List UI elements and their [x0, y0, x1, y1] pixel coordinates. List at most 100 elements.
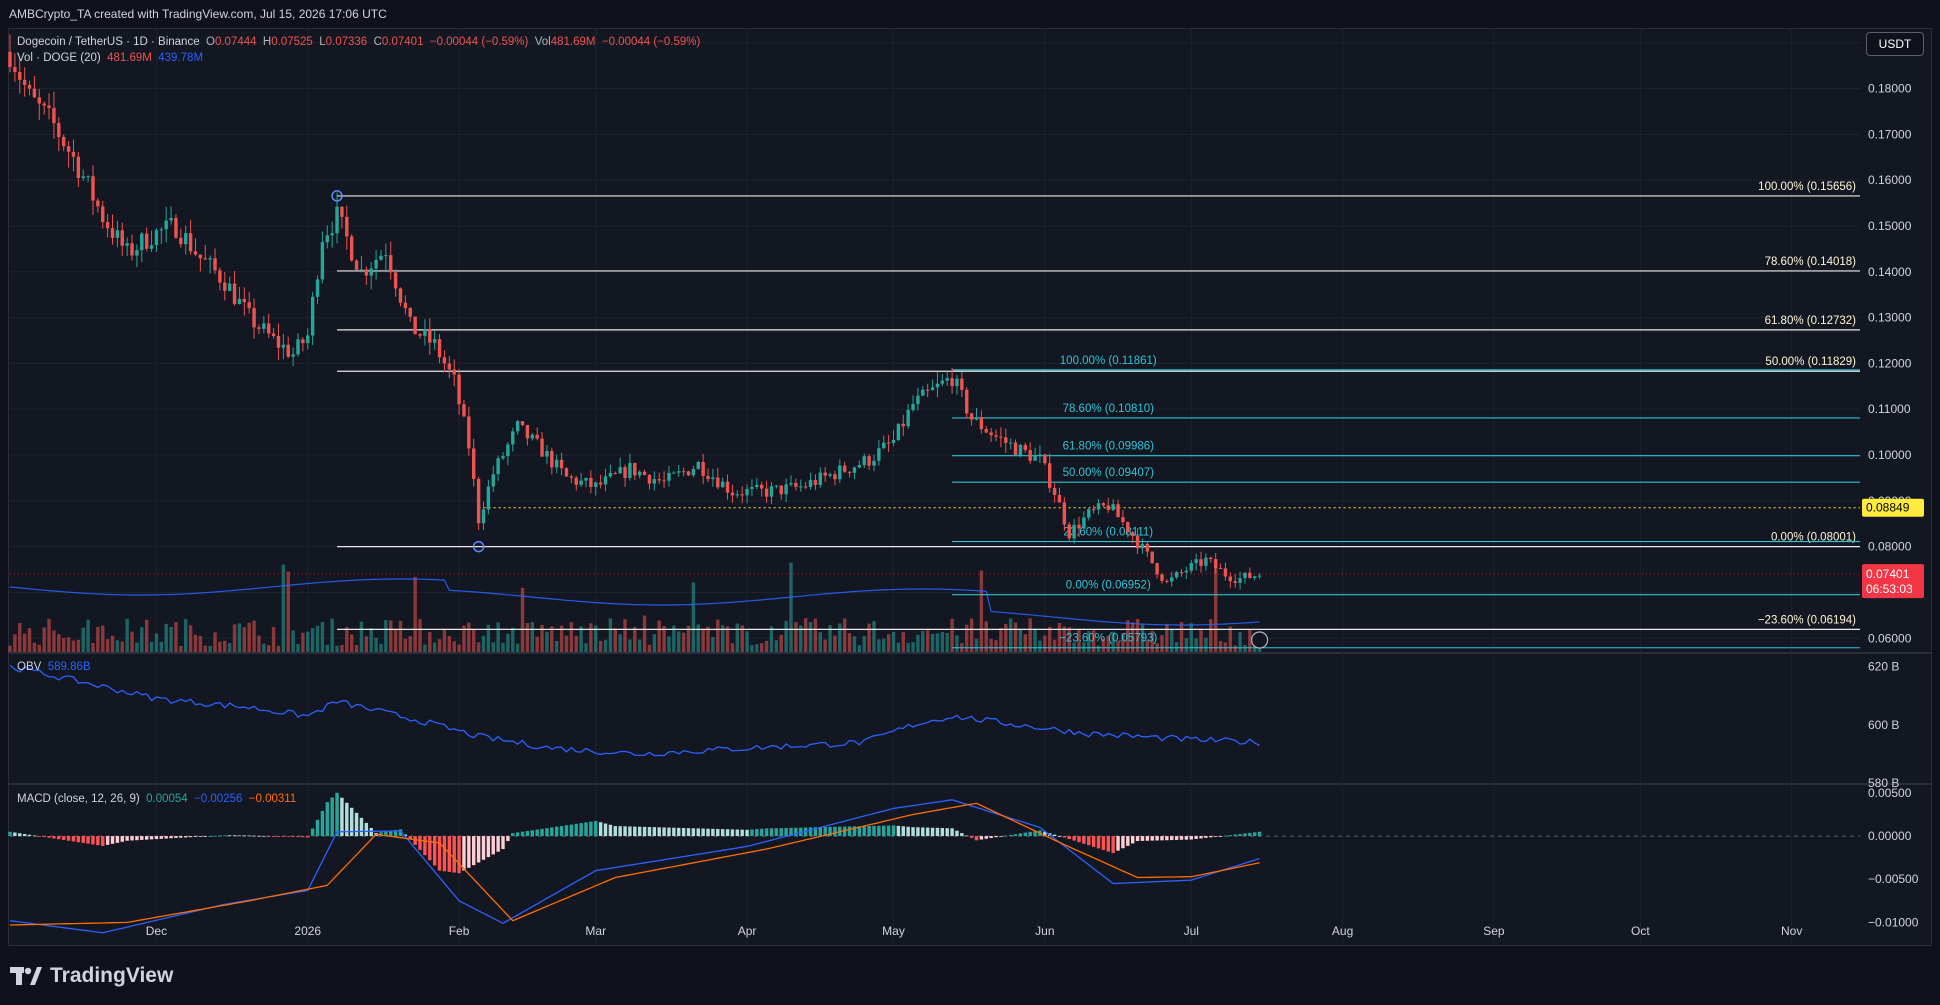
volume-legend: Vol · DOGE (20) 481.69M 439.78M [17, 52, 203, 64]
macd-histogram-bar [911, 827, 915, 837]
volume-bar [1023, 634, 1028, 652]
candle-body [1140, 543, 1145, 549]
volume-bar [301, 632, 305, 652]
tradingview-logo[interactable]: TradingView [10, 964, 173, 988]
symbol-name[interactable]: Dogecoin / TetherUS · 1D · Binance [17, 36, 200, 48]
candle-body [262, 323, 266, 329]
axes: 0.190000.180000.170000.160000.150000.140… [10, 36, 1924, 938]
candle-body [735, 494, 740, 496]
candle-body [965, 389, 969, 414]
volume-bar [1189, 623, 1193, 652]
macd-histogram-bar [1077, 836, 1081, 843]
macd-histogram-bar [701, 828, 705, 837]
candle-body [149, 245, 154, 249]
macd-signal-value: −0.00311 [248, 793, 297, 805]
volume-bar [1052, 639, 1057, 652]
volume-bar [310, 628, 315, 652]
obv-label[interactable]: OBV [17, 661, 42, 673]
fib-level-label: 100.00% (0.11861) [1060, 355, 1157, 367]
candle-body [354, 260, 359, 270]
time-tick-label: Dec [146, 924, 167, 938]
volume-bar [603, 639, 608, 652]
candle-body [1218, 567, 1223, 569]
candle-body [135, 250, 139, 256]
candle-body [823, 472, 827, 476]
price-tick-label: 0.18000 [1868, 82, 1912, 96]
chart-frame[interactable] [8, 28, 1932, 946]
candle-body [1028, 450, 1032, 461]
volume-bar [1028, 618, 1032, 652]
volume-bar [950, 618, 954, 652]
macd-histogram-bar [223, 835, 227, 837]
candle-body [1253, 576, 1257, 579]
volume-bar [418, 619, 422, 652]
macd-histogram-bar [794, 827, 798, 837]
candle-body [852, 467, 857, 473]
candle-body [1194, 559, 1198, 563]
macd-histogram-bar [725, 829, 730, 837]
macd-signal-line [9, 802, 1260, 926]
macd-histogram-bar [940, 828, 945, 837]
macd-histogram-bar [154, 836, 159, 840]
volume-bar [462, 625, 466, 652]
candle-body [18, 71, 22, 80]
volume-bar [335, 645, 339, 652]
macd-histogram-bar [882, 825, 886, 837]
candle-body [921, 389, 925, 396]
macd-histogram-bar [96, 836, 100, 846]
candle-body [530, 434, 535, 439]
candle-body [955, 378, 959, 387]
candle-body [315, 279, 320, 297]
candle-body [784, 484, 788, 495]
vol-indicator-name[interactable]: Vol · DOGE (20) [17, 52, 101, 64]
vol-last: 481.69M [107, 52, 152, 64]
volume-bar [247, 622, 251, 652]
candle-body [110, 228, 115, 238]
macd-histogram-bar [906, 826, 910, 837]
candle-body [252, 308, 256, 328]
candle-body [833, 474, 837, 480]
volume-bar [564, 635, 569, 652]
vol-value: 481.69M [550, 36, 596, 48]
candle-body [691, 469, 696, 476]
candle-body [130, 243, 134, 256]
volume-bar [779, 634, 783, 652]
volume-bar [257, 635, 261, 652]
currency-button[interactable]: USDT [1866, 32, 1924, 56]
volume-bar [886, 634, 891, 652]
volume-bar [203, 645, 207, 652]
chart-canvas[interactable]: 100.00% (0.15656) 78.60% (0.14018) 61.80% … [0, 0, 1940, 946]
volume-bar [1194, 638, 1198, 652]
macd-histogram-bar [550, 827, 554, 837]
volume-bar [818, 632, 822, 652]
volume-bar [52, 630, 56, 652]
candle-body [886, 442, 891, 444]
volume-bar [506, 633, 510, 652]
macd-histogram-bar [149, 836, 154, 840]
candle-body [901, 423, 905, 427]
macd-histogram-bar [750, 829, 754, 837]
macd-histogram-bar [169, 836, 173, 839]
candle-body [198, 254, 203, 259]
macd-histogram-bar [1174, 836, 1179, 840]
volume-bar [330, 618, 334, 652]
candle-body [13, 66, 17, 72]
candle-body [842, 465, 847, 472]
macd-histogram-bar [330, 797, 334, 837]
macd-histogram-bar [266, 836, 271, 837]
macd-histogram-bar [706, 828, 710, 837]
volume-bar [22, 633, 27, 652]
macd-histogram-bar [1004, 835, 1008, 837]
volume-bar [1013, 622, 1018, 652]
volume-bar [784, 620, 788, 652]
candle-body [857, 465, 862, 468]
macd-histogram-bar [969, 836, 974, 838]
macd-histogram-bar [1013, 834, 1018, 837]
time-tick-label: Aug [1332, 924, 1353, 938]
obv-line [9, 664, 1260, 757]
candle-body [935, 383, 940, 388]
volume-bar [579, 626, 583, 652]
volume-bar [520, 587, 525, 652]
macd-histogram-bar [955, 830, 959, 837]
macd-label[interactable]: MACD (close, 12, 26, 9) [17, 793, 140, 805]
